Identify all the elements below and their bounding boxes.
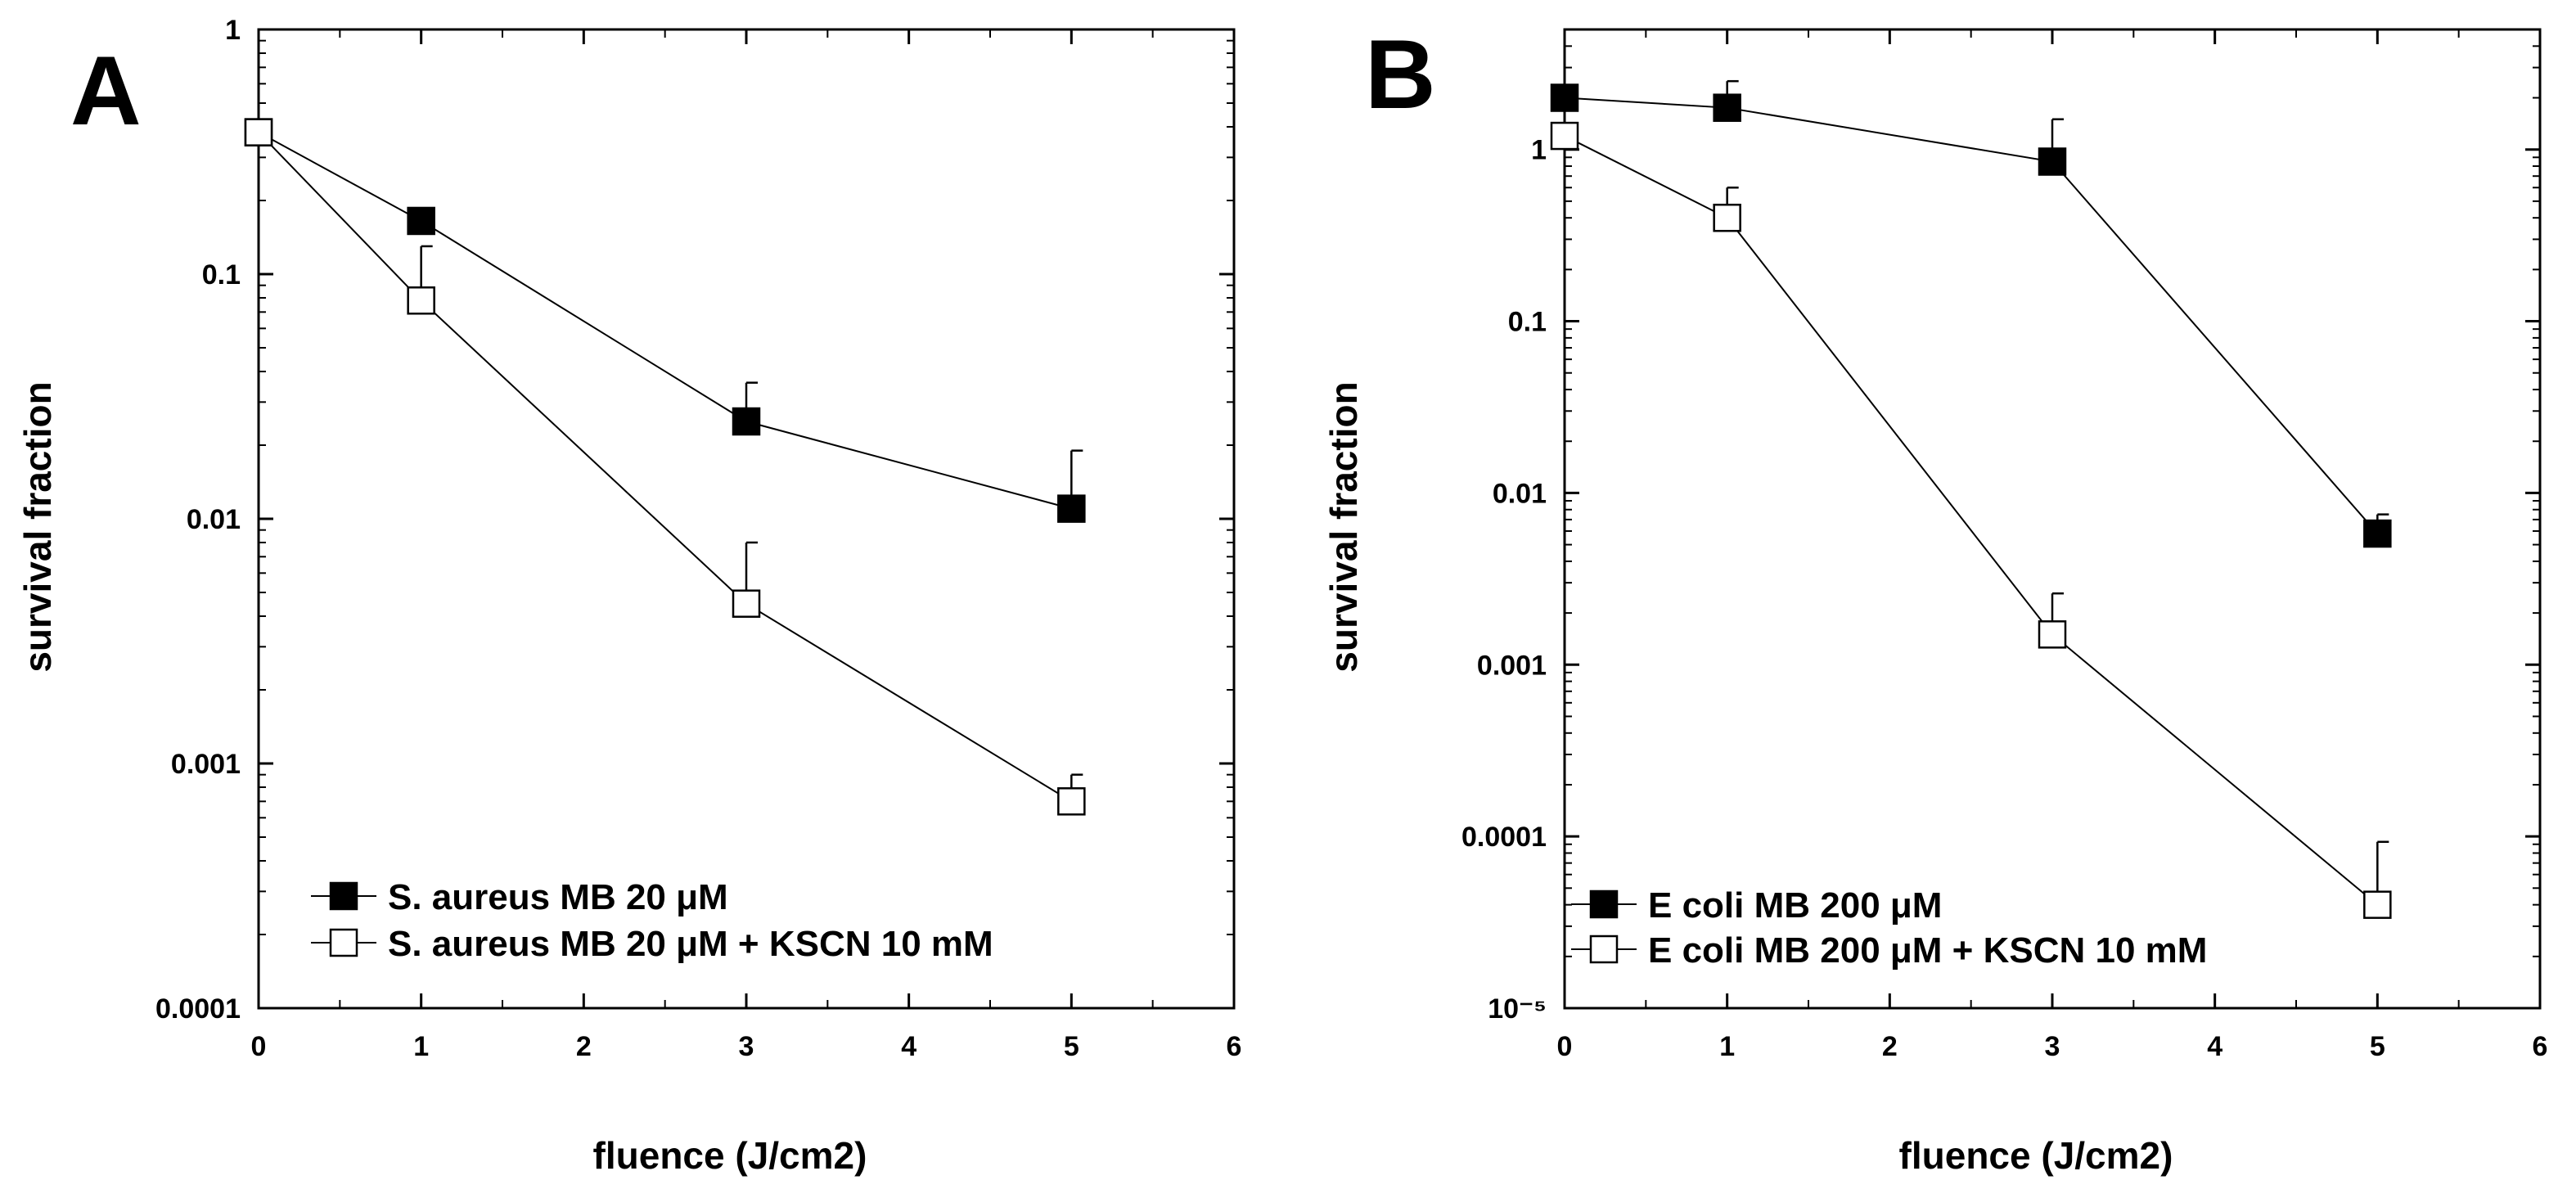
- y-tick-label: 0.0001: [1461, 822, 1547, 853]
- series-line: [258, 131, 1072, 803]
- filled-square-marker: [732, 407, 761, 436]
- legend-marker: [1589, 889, 1619, 919]
- x-axis-title: fluence (J/cm2): [1899, 1134, 2173, 1177]
- open-square-marker: [407, 286, 435, 315]
- open-square-marker: [2363, 890, 2392, 919]
- open-square-marker: [1057, 787, 1086, 816]
- y-tick-label: 0.01: [1493, 478, 1547, 509]
- plot-frame: [257, 28, 1236, 1010]
- filled-square-marker: [407, 206, 435, 236]
- x-tick-label: 6: [2533, 1031, 2548, 1062]
- legend-label: E coli MB 200 μM: [1648, 885, 1942, 926]
- series-line: [258, 131, 1072, 510]
- open-square-marker: [732, 589, 761, 618]
- filled-square-marker: [1550, 83, 1579, 112]
- panel-b-chart: 0 1 2 3 4 5 6 10⁻⁵ 0.0001 0.001 0.01 0.1 1 fluence (J…: [1322, 20, 2547, 1177]
- x-tick-label: 1: [1719, 1031, 1735, 1062]
- series-line: [1564, 97, 2379, 534]
- x-tick-label: 3: [2045, 1031, 2060, 1062]
- open-square-marker: [244, 118, 273, 146]
- x-tick-label: 2: [576, 1031, 592, 1062]
- filled-square-marker: [2363, 519, 2392, 548]
- panel-letter: B: [1365, 20, 1436, 129]
- plot-frame: [1563, 28, 2542, 1010]
- y-tick-label: 1: [225, 15, 241, 46]
- y-tick-label: 0.0001: [155, 993, 241, 1025]
- y-axis-title: survival fraction: [1322, 381, 1365, 672]
- x-tick-label: 1: [413, 1031, 429, 1062]
- y-tick-label: 0.01: [187, 504, 241, 535]
- filled-square-marker: [2038, 147, 2067, 176]
- y-tick-label: 10⁻⁵: [1488, 993, 1547, 1025]
- series-line: [1564, 135, 2378, 906]
- x-tick-label: 0: [1557, 1031, 1573, 1062]
- x-axis-title: fluence (J/cm2): [593, 1134, 867, 1177]
- x-tick-label: 4: [901, 1031, 916, 1062]
- y-tick-label: 1: [1531, 135, 1547, 166]
- y-tick-label: 0.1: [202, 259, 241, 290]
- legend-label: E coli MB 200 μM + KSCN 10 mM: [1648, 930, 2207, 971]
- y-axis-title: survival fraction: [16, 381, 59, 672]
- x-tick-label: 5: [1064, 1031, 1079, 1062]
- x-tick-label: 2: [1882, 1031, 1898, 1062]
- y-tick-label: 0.001: [1477, 650, 1547, 681]
- x-tick-label: 4: [2207, 1031, 2222, 1062]
- x-tick-label: 3: [739, 1031, 754, 1062]
- panel-a-chart: 0 1 2 3 4 5 6 0.0001 0.001 0.01 0.1 1 fluence (J/cm2…: [16, 15, 1241, 1177]
- x-tick-label: 0: [251, 1031, 267, 1062]
- open-square-marker: [1550, 121, 1579, 151]
- x-tick-label: 5: [2370, 1031, 2385, 1062]
- open-square-marker: [2038, 620, 2067, 649]
- x-tick-label: 6: [1227, 1031, 1242, 1062]
- y-tick-label: 0.1: [1508, 307, 1547, 338]
- legend-label: S. aureus MB 20 μM + KSCN 10 mM: [388, 924, 993, 964]
- panel-letter: A: [70, 36, 142, 146]
- filled-square-marker: [1057, 494, 1086, 523]
- legend-marker: [1589, 935, 1619, 964]
- legend-label: S. aureus MB 20 μM: [388, 877, 728, 917]
- open-square-marker: [1713, 203, 1741, 232]
- legend-marker: [329, 928, 358, 957]
- legend-marker: [329, 881, 358, 911]
- y-tick-label: 0.001: [171, 749, 241, 780]
- filled-square-marker: [1713, 93, 1741, 122]
